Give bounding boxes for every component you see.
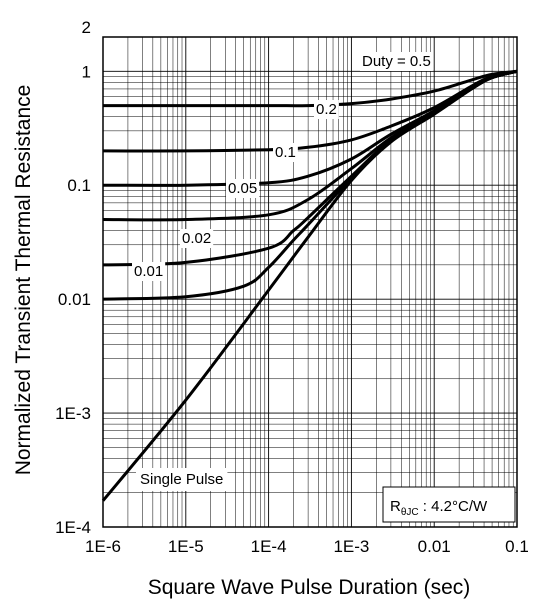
y-tick-label: 1E-4 bbox=[55, 518, 91, 537]
x-tick-labels: 1E-6 1E-5 1E-4 1E-3 0.01 0.1 bbox=[85, 537, 529, 556]
curve-label-bg bbox=[360, 52, 433, 71]
curve-label: 0.1 bbox=[275, 144, 296, 161]
curve-label: 0.2 bbox=[316, 101, 337, 118]
y-tick-label: 1 bbox=[82, 62, 91, 81]
curve-duty-0-5 bbox=[102, 69, 518, 108]
y-tick-label: 0.01 bbox=[58, 290, 91, 309]
x-tick-label: 1E-5 bbox=[168, 537, 204, 556]
y-tick-label: 0.1 bbox=[67, 176, 91, 195]
curve-label-bg bbox=[132, 262, 166, 281]
rthjc-annotation: RθJC : 4.2°C/W bbox=[382, 486, 516, 523]
y-tick-label: 1E-3 bbox=[55, 404, 91, 423]
plot-frame bbox=[102, 36, 518, 528]
rthjc-annotation-text: RθJC : 4.2°C/W bbox=[390, 498, 488, 518]
curve-label-bg bbox=[226, 179, 260, 198]
curve-label: 0.05 bbox=[228, 180, 257, 197]
curve-single-pulse bbox=[101, 69, 518, 502]
curve-label-bg bbox=[273, 143, 298, 162]
curve-label-bg bbox=[314, 100, 339, 119]
grid-lines bbox=[102, 36, 517, 528]
x-tick-label: 1E-6 bbox=[85, 537, 121, 556]
curve-label: Single Pulse bbox=[140, 471, 223, 488]
x-tick-label: 0.01 bbox=[418, 537, 451, 556]
x-axis-title: Square Wave Pulse Duration (sec) bbox=[148, 576, 471, 599]
curve-label: 0.01 bbox=[134, 263, 163, 280]
y-tick-label: 2 bbox=[82, 18, 91, 37]
curve-label: Duty = 0.5 bbox=[362, 53, 431, 70]
curves bbox=[101, 69, 518, 502]
y-tick-labels: 1E-4 1E-3 0.01 0.1 1 2 bbox=[55, 18, 91, 537]
curve-label-bg bbox=[180, 229, 214, 248]
rthjc-annotation-box bbox=[382, 486, 516, 523]
curve-labels: Duty = 0.5 0.2 0.1 0.05 0.02 0.01 Single Pulse bbox=[132, 52, 433, 491]
x-tick-label: 1E-3 bbox=[333, 537, 369, 556]
x-tick-label: 1E-4 bbox=[251, 537, 287, 556]
curve-label: 0.02 bbox=[182, 230, 211, 247]
y-axis-title: Normalized Transient Thermal Resistance bbox=[12, 85, 35, 476]
x-tick-label: 0.1 bbox=[505, 537, 529, 556]
single-pulse-label-bg bbox=[136, 468, 228, 491]
